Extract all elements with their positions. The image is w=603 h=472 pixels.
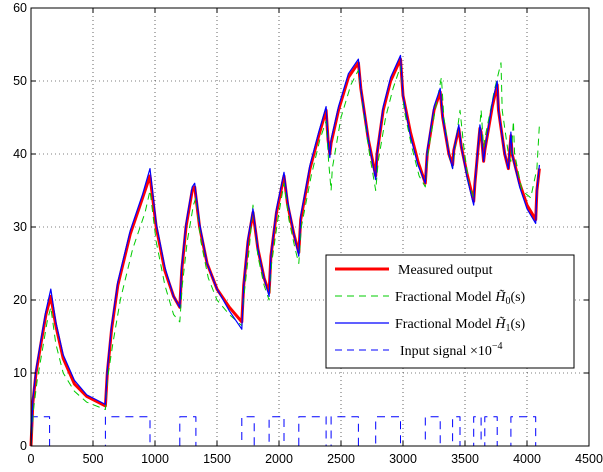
y-tick-label: 30 <box>13 220 27 234</box>
legend-label-input-sup: −4 <box>492 341 503 352</box>
tick-marks <box>30 7 590 447</box>
legend-label-model-h1-symbol: H̃ <box>494 316 506 332</box>
x-tick-label: 4500 <box>575 452 603 466</box>
legend-label-model-h0-symbol: H̃ <box>494 289 506 305</box>
legend-label-model-h1-suffix: (s) <box>510 317 525 332</box>
legend: Measured output Fractional Model H̃0(s) … <box>325 254 575 369</box>
legend-label-model-h1-prefix: Fractional Model <box>395 317 495 332</box>
y-tick-label: 0 <box>20 439 27 453</box>
y-tick-label: 40 <box>13 147 27 161</box>
x-tick-labels: 0 500 1000 1500 2000 2500 3000 3500 4000 4500 <box>28 452 603 466</box>
y-tick-label: 60 <box>13 1 27 15</box>
legend-label-input: Input signal ×10−4 <box>400 341 503 359</box>
x-tick-label: 0 <box>28 452 35 466</box>
y-tick-label: 20 <box>13 293 27 307</box>
y-tick-label: 10 <box>13 366 27 380</box>
legend-box <box>325 254 575 369</box>
x-tick-label: 1500 <box>203 452 231 466</box>
x-tick-label: 1000 <box>141 452 169 466</box>
x-tick-label: 4000 <box>513 452 541 466</box>
legend-label-model-h0: Fractional Model H̃0(s) <box>395 289 526 307</box>
legend-label-model-h1: Fractional Model H̃1(s) <box>395 316 526 334</box>
legend-label-model-h0-sub: 0 <box>505 296 510 307</box>
legend-label-measured: Measured output <box>398 263 493 278</box>
x-tick-label: 2000 <box>265 452 293 466</box>
x-tick-label: 500 <box>83 452 104 466</box>
legend-label-model-h0-prefix: Fractional Model <box>395 290 495 305</box>
x-tick-label: 2500 <box>327 452 355 466</box>
legend-label-input-prefix: Input signal ×10 <box>400 344 492 359</box>
x-tick-label: 3000 <box>389 452 417 466</box>
legend-label-model-h0-suffix: (s) <box>510 290 525 305</box>
y-tick-labels: 0 10 20 30 40 50 60 <box>13 1 27 453</box>
legend-label-model-h1-sub: 1 <box>505 323 510 334</box>
y-tick-label: 50 <box>13 74 27 88</box>
series-fractional-model-h1 <box>30 54 540 447</box>
x-tick-label: 3500 <box>451 452 479 466</box>
